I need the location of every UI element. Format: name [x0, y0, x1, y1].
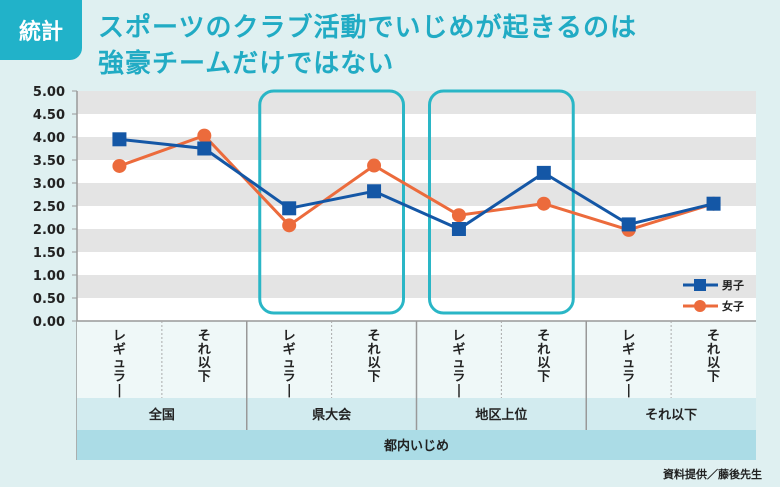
grid-band: [77, 275, 756, 298]
category-label: レギュラ|: [113, 329, 126, 398]
male-point: [197, 141, 212, 156]
outer-group-label: 都内いじめ: [383, 438, 449, 454]
male-point: [282, 201, 297, 216]
grid-band: [77, 298, 756, 321]
y-tick-label: 4.50: [33, 108, 65, 123]
category-label: それ以下: [368, 329, 381, 385]
grid-band: [77, 91, 756, 114]
group-label: 県大会: [312, 407, 352, 423]
y-tick-label: 1.50: [33, 246, 65, 261]
y-tick-label: 3.50: [33, 154, 65, 169]
male-point: [451, 222, 466, 236]
legend-circle-icon: [694, 300, 706, 312]
category-label: それ以下: [537, 329, 550, 385]
male-point: [536, 165, 551, 180]
female-point: [451, 208, 466, 223]
grid-band: [77, 137, 756, 160]
y-tick-label: 2.00: [33, 223, 65, 238]
group-label: それ以下: [645, 408, 697, 423]
category-label: レギュラ|: [622, 329, 635, 398]
series-line-female: [118, 133, 715, 232]
male-point: [706, 196, 721, 211]
male-point: [621, 217, 636, 232]
female-point: [197, 128, 212, 143]
group-label: 地区上位: [475, 407, 527, 423]
y-tick-label: 1.00: [33, 269, 65, 284]
grid-band: [77, 229, 756, 252]
grid-band: [77, 114, 756, 137]
y-tick-label: 4.00: [33, 131, 65, 146]
male-point: [367, 184, 382, 199]
female-point: [367, 158, 382, 173]
y-tick-label: 5.00: [33, 85, 65, 100]
section-tag: 統計: [0, 0, 82, 60]
group-label: 全国: [148, 407, 175, 423]
highlight-box: [258, 89, 405, 315]
grid-band: [77, 206, 756, 229]
page-title: スポーツのクラブ活動でいじめが起きるのは 強豪チームだけではない: [98, 10, 637, 82]
title-line-1: スポーツのクラブ活動でいじめが起きるのは: [98, 13, 637, 43]
y-tick-label: 2.50: [33, 200, 65, 215]
male-point: [112, 132, 127, 147]
grid-band: [77, 252, 756, 275]
title-line-2: 強豪チームだけではない: [98, 49, 395, 79]
highlight-box: [428, 89, 575, 315]
outer-group-row: [77, 430, 756, 460]
female-point: [282, 218, 297, 233]
legend-label: 男子: [722, 279, 744, 292]
category-label: それ以下: [707, 329, 720, 385]
y-tick-label: 0.00: [33, 315, 65, 330]
y-tick-label: 0.50: [33, 292, 65, 307]
credit: 資料提供／藤後先生: [663, 468, 762, 481]
grid-band: [77, 160, 756, 183]
category-label: レギュラ|: [283, 329, 296, 398]
category-label: レギュラ|: [452, 329, 465, 398]
y-tick-label: 3.00: [33, 177, 65, 192]
legend-label: 女子: [722, 299, 744, 313]
category-label: それ以下: [198, 329, 211, 385]
grid-band: [77, 183, 756, 206]
series-line-male: [119, 137, 714, 231]
legend-square-icon: [694, 279, 706, 291]
female-point: [536, 196, 551, 211]
female-point: [112, 158, 127, 173]
